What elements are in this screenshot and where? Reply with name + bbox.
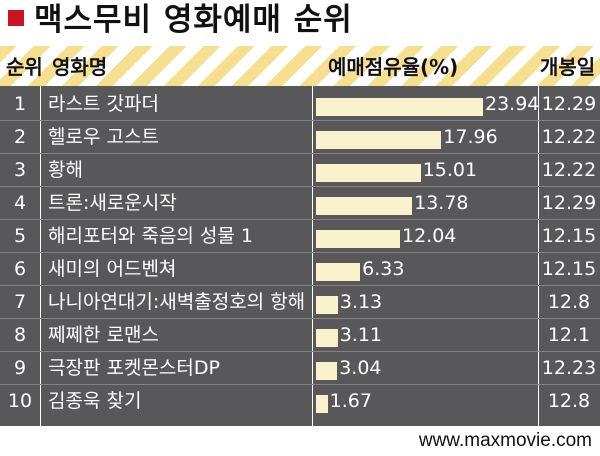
share-bar [316,131,442,149]
movie-title: 김종욱 찾기 [48,390,142,412]
row-separator [0,219,600,220]
share-bar [316,329,338,347]
release-date: 12.15 [541,258,597,280]
table-header: 순위 영화명 예매점유율(%) 개봉일 [0,46,600,86]
rank-number: 9 [13,357,27,379]
release-date: 12.22 [541,126,597,148]
row-separator [0,153,600,154]
movie-title: 트론:새로운시작 [48,192,177,214]
share-value-label: 23.94 [485,93,540,115]
release-date: 12.15 [541,225,597,247]
column-divider [40,86,41,426]
share-bar [316,197,413,215]
title-bar: 맥스무비 영화예매 순위 [0,0,600,46]
movie-title: 극장판 포켓몬스터DP [48,357,220,379]
header-release: 개봉일 [540,55,596,79]
share-bar [316,395,328,413]
movie-title: 헬로우 고스트 [48,126,159,148]
row-separator [0,252,600,253]
row-separator [0,285,600,286]
share-bar [316,263,361,281]
share-value-label: 17.96 [443,126,498,148]
share-value-label: 13.78 [414,192,469,214]
release-date: 12.29 [541,192,597,214]
movie-title: 라스트 갓파더 [48,93,159,115]
rank-number: 5 [13,225,27,247]
rank-number: 6 [13,258,27,280]
rank-number: 3 [13,159,27,181]
rank-number: 8 [13,324,27,346]
release-date: 12.29 [541,93,597,115]
movie-title: 나니아연대기:새벽출정호의 항해 [48,291,306,313]
share-value-label: 1.67 [329,390,372,412]
header-rank: 순위 [6,55,43,79]
share-value-label: 3.04 [339,357,382,379]
column-divider [538,86,539,426]
release-date: 12.8 [547,390,591,412]
rank-number: 7 [13,291,27,313]
rank-number: 10 [7,390,33,412]
rank-number: 2 [13,126,27,148]
column-divider [312,86,313,426]
movie-title: 새미의 어드벤쳐 [48,258,177,280]
share-value-label: 15.01 [422,159,478,181]
header-share: 예매점유율(%) [328,55,459,79]
release-date: 12.22 [541,159,597,181]
rank-number: 1 [13,93,27,115]
release-date: 12.1 [547,324,591,346]
share-bar [316,98,483,116]
row-separator [0,351,600,352]
share-bar [316,296,338,314]
share-bar [316,164,421,182]
release-date: 12.8 [547,291,591,313]
header-movie: 영화명 [52,55,108,79]
share-value-label: 3.13 [339,291,383,313]
row-separator [0,186,600,187]
rank-number: 4 [13,192,27,214]
share-bar [316,362,338,380]
movie-title: 해리포터와 죽음의 성물 1 [48,225,254,247]
share-value-label: 3.11 [339,324,382,346]
movie-title: 황해 [48,159,83,181]
website-url: www.maxmovie.com [418,430,592,451]
release-date: 12.23 [541,357,597,379]
title-marker-icon [8,10,24,26]
share-value-label: 6.33 [362,258,405,280]
share-value-label: 12.04 [401,225,457,247]
movie-title: 쩨쩨한 로맨스 [48,324,159,346]
row-separator [0,384,600,385]
row-separator [0,318,600,319]
ranking-chart: 1 라스트 갓파더 23.94 12.29 2 헬로우 고스트 17.96 12.22 3 황해 1… [0,86,600,426]
share-bar [316,230,400,248]
page-title: 맥스무비 영화예매 순위 [34,2,353,38]
row-separator [0,120,600,121]
